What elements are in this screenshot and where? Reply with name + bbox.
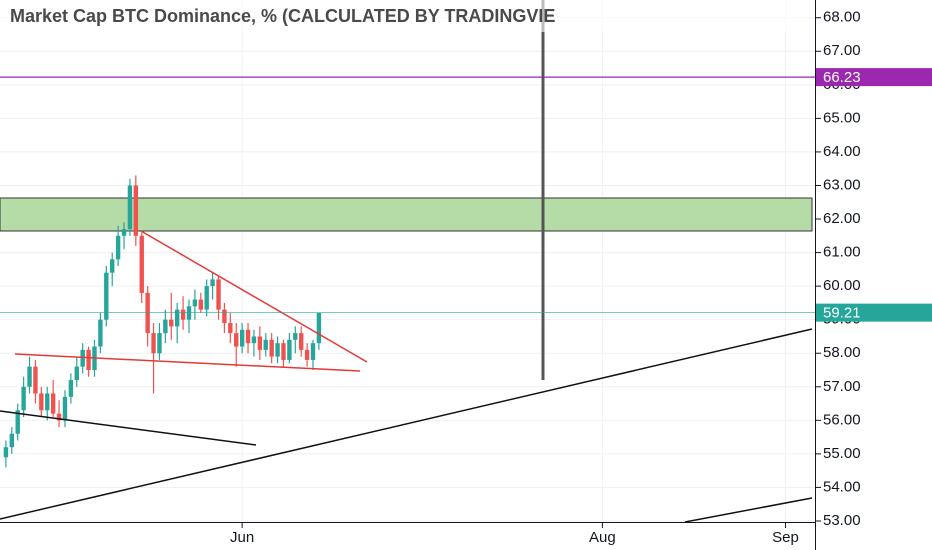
candle-body [251, 336, 257, 344]
price-label: 59.21 [823, 305, 861, 322]
candle-body [80, 349, 85, 367]
grid [0, 0, 815, 522]
price-label-bg [816, 68, 932, 87]
candle-body [239, 329, 245, 347]
candles [3, 175, 322, 468]
candle-body [310, 343, 316, 360]
x-tick-label: Jun [230, 529, 254, 546]
candle-body [228, 323, 233, 334]
candle-body [33, 366, 38, 394]
y-tick-label: 58.00 [823, 344, 861, 361]
y-tick-label: 63.00 [823, 176, 861, 193]
y-tick-label: 68.00 [823, 9, 861, 26]
candle-body [157, 333, 162, 354]
y-tick-label: 62.00 [823, 210, 861, 227]
candle-body [127, 185, 133, 230]
y-tick-label: 53.00 [823, 512, 861, 529]
candle-body [45, 393, 50, 411]
trendline [0, 410, 257, 446]
trendlines [0, 230, 813, 522]
candle-body [98, 319, 103, 347]
candle-body [169, 319, 174, 327]
y-tick-label: 57.00 [823, 378, 861, 395]
x-tick-label: Aug [589, 529, 616, 546]
candle-body [234, 333, 239, 347]
candle-body [50, 393, 56, 414]
candle-body [39, 393, 44, 411]
price-label: 66.23 [823, 69, 861, 86]
candle-body [257, 336, 263, 350]
candle-body [68, 380, 74, 397]
candle-body [133, 185, 139, 236]
candle-body [27, 366, 32, 387]
candle-body [210, 279, 215, 287]
y-tick-label: 65.00 [823, 109, 861, 126]
candle-body [281, 343, 286, 360]
candle-body [245, 329, 251, 344]
trendline [140, 230, 368, 363]
candle-body [56, 413, 62, 421]
y-tick-label: 64.00 [823, 143, 861, 160]
candle-body [287, 339, 292, 360]
candle-body [21, 386, 26, 411]
x-tick-label: Sep [772, 529, 799, 546]
trendline [14, 353, 361, 372]
candle-body [110, 259, 115, 273]
price-label-bg [816, 303, 932, 322]
candle-body [139, 235, 144, 293]
candle-body [293, 333, 298, 340]
candle-body [269, 339, 274, 357]
chart-title: Market Cap BTC Dominance, % (CALCULATED … [10, 6, 555, 26]
y-tick-label: 67.00 [823, 42, 861, 59]
x-axis-bg [0, 522, 815, 550]
candle-body [216, 279, 221, 310]
candle-body [180, 309, 186, 320]
candle-body [163, 319, 168, 334]
trendline [684, 497, 813, 522]
candle-body [115, 235, 121, 260]
candle-body [192, 299, 198, 307]
candle-body [3, 447, 9, 458]
price-lines [0, 76, 815, 313]
candle-body [15, 410, 20, 434]
candle-body [222, 309, 227, 324]
candle-body [186, 306, 192, 320]
candle-body [298, 333, 304, 350]
candle-body [9, 433, 15, 448]
candle-body [174, 309, 180, 327]
candle-body [151, 333, 156, 354]
y-axis-bg [815, 0, 932, 550]
y-tick-label: 55.00 [823, 445, 861, 462]
candle-body [304, 349, 310, 360]
candle-body [275, 343, 280, 357]
candle-body [74, 366, 79, 381]
trendline [0, 328, 813, 520]
candle-body [104, 272, 109, 320]
candle-body [263, 339, 268, 350]
title-bg [0, 0, 808, 32]
y-tick-label: 56.00 [823, 411, 861, 428]
candle-body [204, 286, 209, 310]
axes: 53.0054.0055.0056.0057.0058.0059.0060.00… [230, 9, 861, 546]
candle-body [198, 299, 203, 310]
zone [0, 197, 813, 232]
candle-body [121, 229, 127, 236]
y-tick-label: 61.00 [823, 244, 861, 261]
candle-body [62, 396, 68, 421]
y-tick-label: 60.00 [823, 277, 861, 294]
candle-body [145, 292, 150, 334]
candle-body [316, 312, 322, 344]
y-tick-label: 54.00 [823, 478, 861, 495]
candle-body [86, 349, 91, 371]
